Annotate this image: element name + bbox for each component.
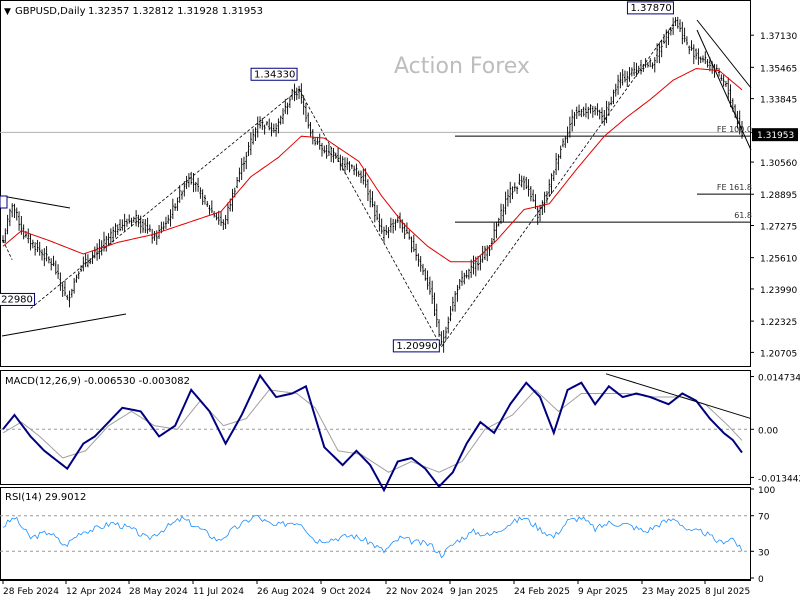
candles xyxy=(2,16,743,353)
rsi-tick-label: 70 xyxy=(758,513,770,523)
price-tick-label: 1.35465 xyxy=(760,64,797,74)
macd-tick-label: 0.014734 xyxy=(758,374,800,384)
symbol-label: GBPUSD,Daily xyxy=(15,6,86,17)
rsi-tick-label: 0 xyxy=(758,575,764,585)
macd-panel-frame xyxy=(0,370,751,485)
ohlc-label: 1.32357 1.32812 1.31928 1.31953 xyxy=(88,6,263,17)
macd-main-line xyxy=(2,373,743,493)
fibonacci-levels: FE 100.0 FE 161.8 61.8 xyxy=(455,125,752,223)
moving-average-line xyxy=(2,68,743,263)
swing-dashed-line xyxy=(298,89,442,348)
price-tick-label: 1.22325 xyxy=(760,318,797,328)
macd-tick-label: 0.00 xyxy=(758,426,778,436)
rsi-tick-label: 30 xyxy=(758,548,770,558)
price-tick-label: 1.25610 xyxy=(760,255,797,265)
date-tick-label: 24 Feb 2025 xyxy=(514,587,570,597)
current-price-marker: 1.31953 xyxy=(752,128,798,142)
date-tick-label: 8 Jul 2025 xyxy=(705,587,750,597)
swing-dashed-line xyxy=(2,240,13,260)
rsi-axis: 100 70 30 0 xyxy=(0,486,775,585)
swing-label: 1.34330 xyxy=(254,69,295,80)
price-tick-label: 1.28895 xyxy=(760,191,797,201)
price-tick-label: 1.27275 xyxy=(760,223,797,233)
current-price-label: 1.31953 xyxy=(757,131,794,141)
date-tick-label: 26 Aug 2024 xyxy=(257,587,315,597)
date-tick-label: 9 Apr 2025 xyxy=(578,587,628,597)
swing-dashed-line xyxy=(30,88,300,309)
fib-level-label: 61.8 xyxy=(734,211,752,220)
watermark: Action Forex xyxy=(394,54,530,79)
date-tick-label: 9 Oct 2024 xyxy=(321,587,371,597)
price-tick-label: 1.20705 xyxy=(760,349,797,359)
rsi-title: RSI(14) 29.9012 xyxy=(5,492,86,503)
channel-upper-line xyxy=(1,195,71,209)
date-tick-label: 28 Feb 2024 xyxy=(3,587,59,597)
price-tick-label: 1.23990 xyxy=(760,286,797,296)
channel-upper-line xyxy=(696,19,752,89)
macd-tick-label: -0.013442 xyxy=(758,474,800,484)
date-tick-label: 12 Apr 2024 xyxy=(66,587,122,597)
rsi-lines xyxy=(2,515,743,559)
rsi-line xyxy=(2,515,743,559)
swing-label-box xyxy=(250,67,298,81)
price-axis: 1.371301.354651.338451.321001.305601.288… xyxy=(0,32,797,359)
macd-lines xyxy=(2,373,752,493)
macd-axis: 0.014734 0.00 -0.013442 xyxy=(0,374,800,484)
macd-trendline xyxy=(605,373,752,420)
channel-lower-line xyxy=(1,313,127,337)
macd-panel: MACD(12,26,9) -0.006530 -0.003082 0.0147… xyxy=(0,370,800,493)
fib-level-label: FE 100.0 xyxy=(717,125,752,134)
date-tick-label: 22 Nov 2024 xyxy=(386,587,444,597)
swing-label-box xyxy=(0,292,36,306)
macd-title: MACD(12,26,9) -0.006530 -0.003082 xyxy=(5,376,190,387)
swing-label-box xyxy=(626,1,674,15)
swing-dashed-line xyxy=(441,20,676,348)
swing-label: 1.22980 xyxy=(0,294,33,305)
line-anchor-handle xyxy=(0,195,8,209)
date-tick-label: 9 Jan 2025 xyxy=(450,587,498,597)
price-panel-frame xyxy=(0,0,751,367)
price-tick-label: 1.37130 xyxy=(760,32,797,42)
current-price-box xyxy=(752,128,798,142)
fib-level-label: FE 161.8 xyxy=(717,183,752,192)
price-panel: Action Forex ▼ GBPUSD,Daily 1.32357 1.32… xyxy=(0,0,798,367)
swing-label-box xyxy=(392,339,440,353)
rsi-panel-frame xyxy=(0,487,751,580)
price-tick-label: 1.33845 xyxy=(760,96,797,106)
date-tick-label: 28 May 2024 xyxy=(129,587,188,597)
rsi-tick-label: 100 xyxy=(758,486,775,496)
date-tick-label: 23 May 2025 xyxy=(642,587,701,597)
date-tick-label: 11 Jul 2024 xyxy=(193,587,244,597)
price-annotations: 1.22980 1.34330 1.20990 1.37870 xyxy=(0,1,674,353)
price-tick-label: 1.30560 xyxy=(760,159,797,169)
swing-label: 1.37870 xyxy=(630,3,671,14)
date-axis: 28 Feb 2024 12 Apr 2024 28 May 2024 11 Jul … xyxy=(0,580,751,597)
swing-label: 1.20990 xyxy=(396,341,437,352)
trendlines xyxy=(0,19,752,348)
rsi-panel: RSI(14) 29.9012 100 70 30 0 xyxy=(0,486,775,585)
collapse-arrow-icon[interactable]: ▼ xyxy=(4,7,11,17)
